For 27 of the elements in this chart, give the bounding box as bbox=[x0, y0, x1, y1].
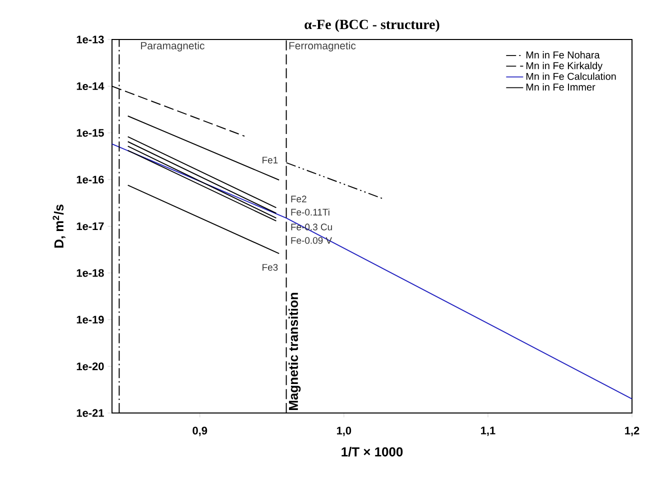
annotation: Fe3 bbox=[262, 264, 278, 271]
legend-label: Mn in Fe Nohara bbox=[526, 51, 600, 58]
y-tick-label: 1e-18 bbox=[76, 269, 104, 277]
y-axis-title: D, m$^{2}$/s bbox=[52, 204, 66, 248]
y-tick-label: 1e-21 bbox=[76, 409, 104, 417]
y-tick-label: 1e-15 bbox=[76, 129, 104, 137]
annotation: Fe1 bbox=[262, 156, 278, 164]
annotation: Fe-0.11Ti bbox=[291, 208, 330, 216]
x-axis-title: 1/T × 1000 bbox=[342, 446, 403, 457]
y-tick-label: 1e-20 bbox=[76, 362, 104, 370]
chart-title: α-Fe (BCC - structure) bbox=[304, 19, 440, 32]
y-tick-label: 1e-19 bbox=[76, 316, 104, 324]
y-tick-label: 1e-14 bbox=[76, 82, 104, 90]
y-tick-label: 1e-17 bbox=[76, 222, 104, 230]
legend-label: Mn in Fe Kirkaldy bbox=[526, 62, 603, 72]
x-tick-label: 1,0 bbox=[336, 426, 352, 436]
x-tick-label: 0,9 bbox=[192, 426, 208, 436]
annotation: Ferromagnetic bbox=[289, 42, 356, 52]
annotation: Fe2 bbox=[291, 196, 306, 202]
x-tick-label: 1,1 bbox=[481, 426, 496, 436]
annotation: Paramagnetic bbox=[141, 42, 204, 52]
legend-label: Mn in Fe Immer bbox=[526, 83, 596, 91]
y-tick-label: 1e-13 bbox=[76, 36, 104, 44]
x-tick-label: 1,2 bbox=[625, 426, 640, 436]
ref-line-label: Magnetic transition bbox=[288, 292, 301, 410]
legend-label: Mn in Fe Calculation bbox=[526, 72, 616, 80]
y-tick-label: 1e-16 bbox=[76, 176, 104, 184]
